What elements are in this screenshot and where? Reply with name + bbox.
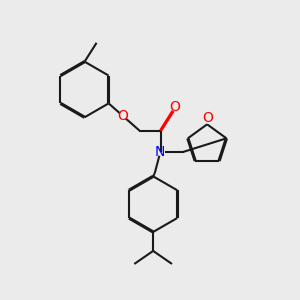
Text: O: O <box>169 100 180 114</box>
Text: O: O <box>117 109 128 123</box>
Text: N: N <box>155 146 165 160</box>
Text: O: O <box>202 111 213 125</box>
